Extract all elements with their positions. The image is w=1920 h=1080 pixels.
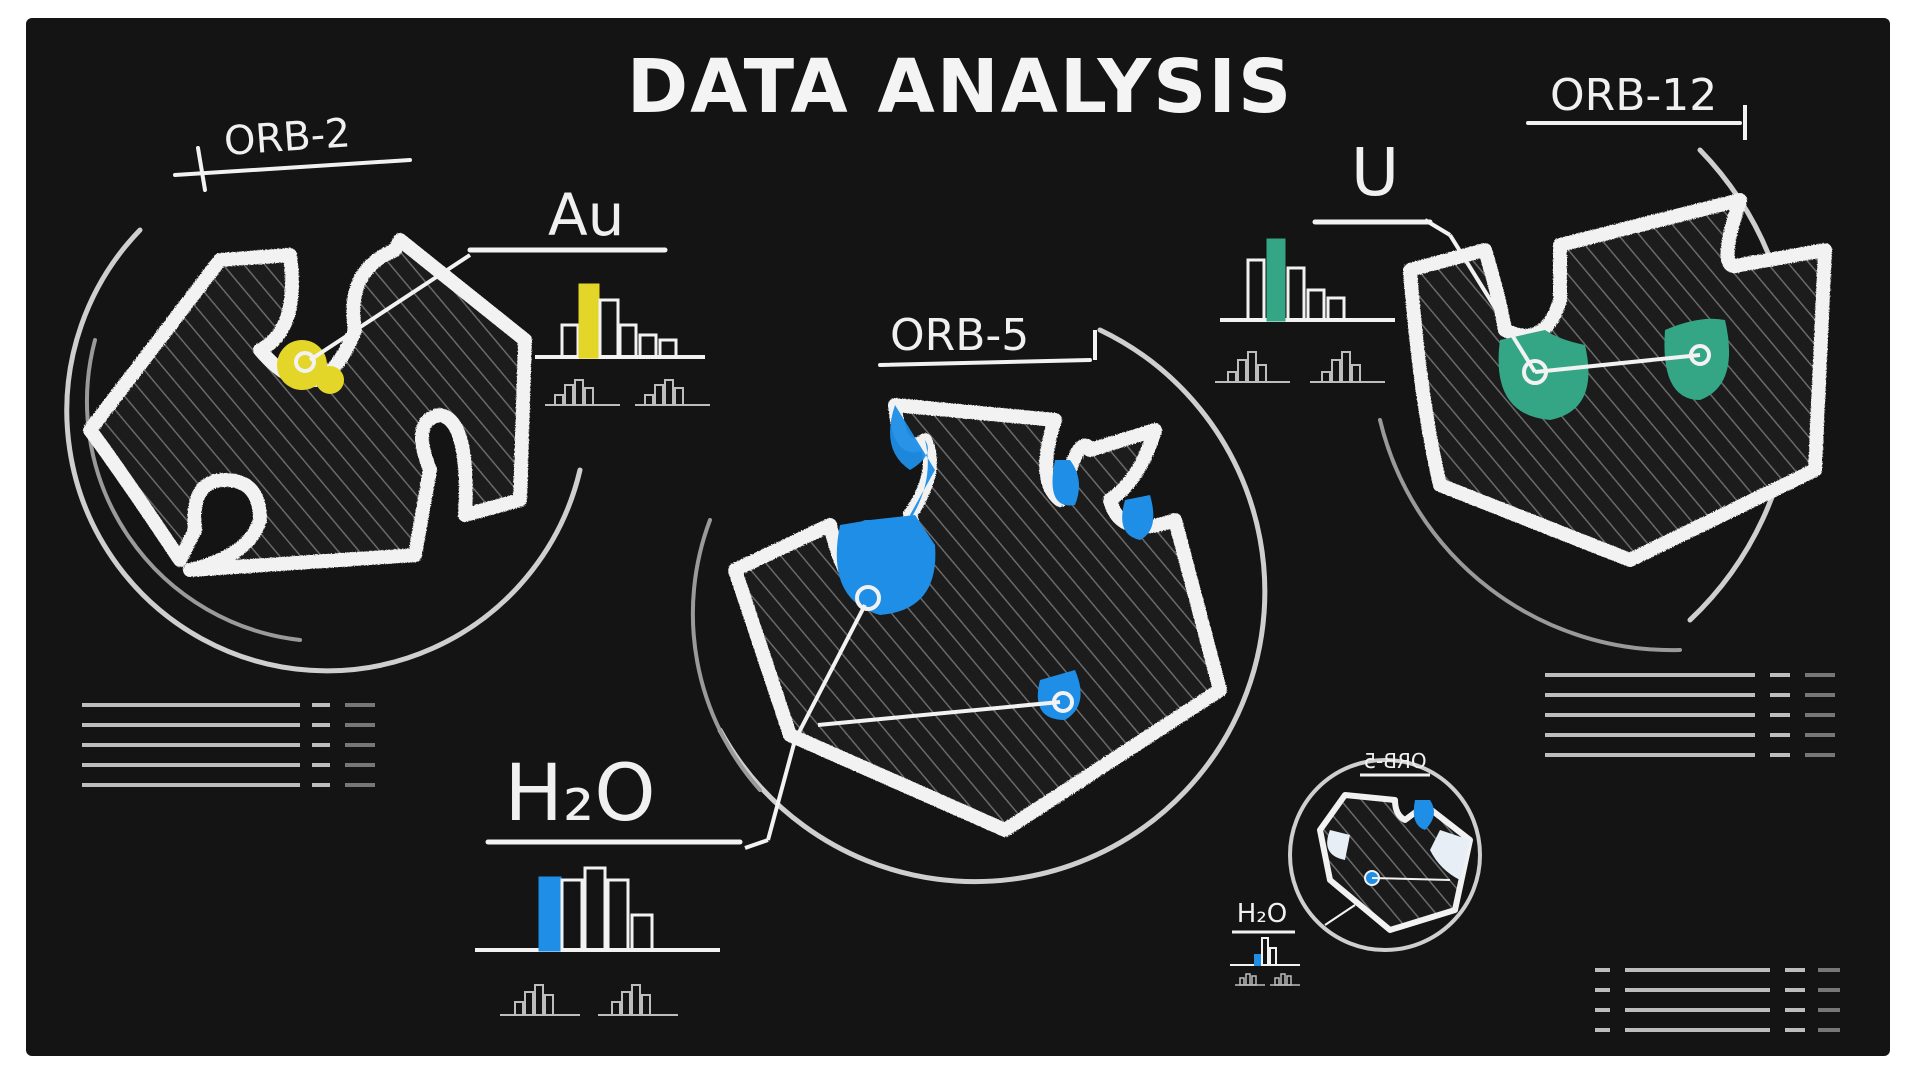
u-pocket (1664, 318, 1730, 400)
connector-line (766, 739, 797, 841)
h2o-pocket (1327, 830, 1350, 860)
connector-line (817, 700, 1061, 727)
mini-sparkline-charts (1215, 351, 1385, 383)
connector-line (308, 253, 472, 362)
thumbnail-element-label: H₂O (1237, 899, 1287, 929)
orb-label: ORB-5 (890, 310, 1029, 361)
element-label: H₂O (504, 749, 655, 839)
mini-bar-chart (475, 866, 720, 952)
h2o-pocket (1052, 460, 1079, 506)
au-binding-site-small (316, 366, 344, 394)
connector-line (1371, 877, 1451, 881)
label-underline (878, 358, 1092, 367)
connector-line (744, 838, 769, 850)
h2o-pocket (1122, 495, 1154, 540)
mini-sparkline-charts (545, 379, 710, 406)
orbit-ring-inner (1378, 418, 1682, 653)
element-label: Au (548, 181, 624, 249)
orb-2-panel: ORB-2 Au (64, 110, 710, 787)
orb-label: ORB-2 (222, 110, 352, 165)
orbit-ring-inner (690, 518, 762, 792)
connector-line (793, 604, 867, 741)
data-lines-list (1545, 673, 1835, 757)
mini-sparkline-charts (1235, 973, 1300, 986)
connector-line (1324, 904, 1356, 926)
orb-5-panel: ORB-5 H₂O (475, 310, 1268, 1016)
molecule-pocket-icon (1317, 792, 1473, 933)
mini-bar-chart (1220, 238, 1395, 322)
mini-sparkline-charts (500, 984, 678, 1016)
data-lines-list (1595, 968, 1840, 1032)
connector-line (1448, 233, 1537, 374)
orbit-ring-inner (84, 338, 302, 642)
page-title: DATA ANALYSIS (627, 44, 1294, 130)
mini-bar-chart (1230, 937, 1300, 966)
element-label: U (1351, 134, 1399, 211)
binding-node (855, 585, 881, 611)
orbit-ring (64, 227, 583, 674)
data-lines-list (82, 703, 375, 787)
orbit-ring (717, 327, 1268, 885)
orb-5-thumbnail: ORB-5 H₂O (1230, 749, 1482, 986)
binding-node (294, 351, 316, 373)
h2o-pocket (1413, 800, 1434, 830)
label-underline (173, 158, 412, 177)
connector-line (1534, 353, 1701, 374)
h2o-pocket (1430, 830, 1470, 880)
orbit-ring (1288, 758, 1482, 952)
orb-label: ORB-12 (1550, 70, 1717, 121)
orb-12-panel: ORB-12 U (1215, 70, 1835, 757)
mini-bar-chart (535, 283, 705, 359)
au-binding-site (277, 340, 327, 390)
tick-mark (196, 146, 207, 192)
thumbnail-label-mirrored: ORB-5 (1363, 749, 1426, 773)
